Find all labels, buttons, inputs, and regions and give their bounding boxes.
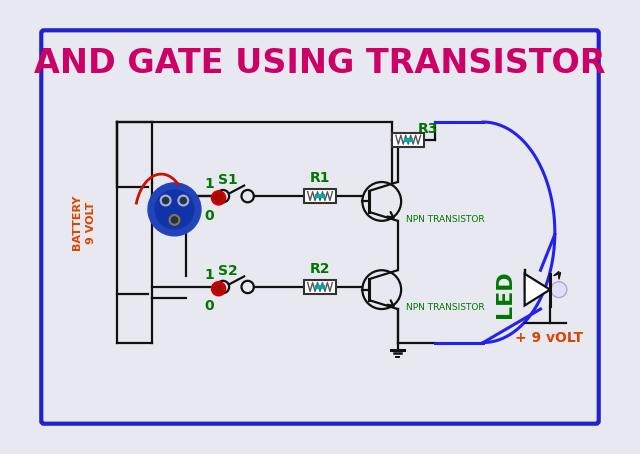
Circle shape [180,197,186,204]
Polygon shape [525,274,550,306]
Circle shape [215,194,222,202]
Circle shape [551,281,567,297]
Text: AND GATE USING TRANSISTOR: AND GATE USING TRANSISTOR [35,47,605,80]
Bar [304,280,336,294]
Text: R3: R3 [417,122,438,136]
Circle shape [163,197,169,204]
Text: BATTERY
9 VOLT: BATTERY 9 VOLT [72,195,95,250]
Text: R2: R2 [310,262,330,276]
Circle shape [148,183,201,236]
Text: 0: 0 [204,208,214,222]
Text: NPN TRANSISTOR: NPN TRANSISTOR [406,215,484,223]
Text: + 9 vOLT: + 9 vOLT [515,331,584,345]
Circle shape [211,281,226,296]
Text: NPN TRANSISTOR: NPN TRANSISTOR [406,303,484,312]
Circle shape [161,195,171,206]
Bar [392,133,424,147]
FancyBboxPatch shape [41,30,599,424]
Text: S1: S1 [218,173,237,187]
Text: 1: 1 [204,177,214,191]
Text: R1: R1 [310,172,330,186]
Circle shape [155,190,194,229]
Bar [304,189,336,203]
Circle shape [211,191,226,205]
Text: S2: S2 [218,264,237,278]
Text: 0: 0 [204,299,214,313]
Text: LED: LED [495,270,515,318]
Circle shape [169,215,180,225]
Circle shape [178,195,189,206]
Circle shape [215,285,222,292]
Circle shape [172,217,177,223]
Text: 1: 1 [204,267,214,281]
